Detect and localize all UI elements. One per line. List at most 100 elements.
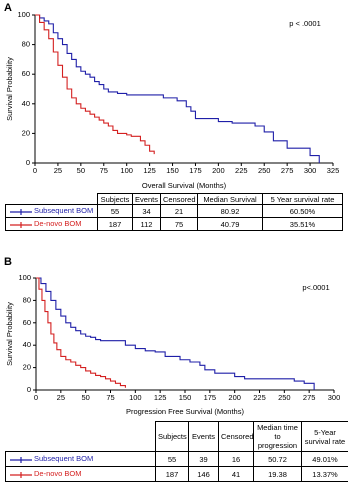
y-tick-label: 100 — [18, 273, 31, 282]
column-header: Events — [188, 421, 219, 452]
y-tick-label: 60 — [23, 318, 31, 327]
legend-cell: Subsequent BOM — [5, 451, 156, 467]
x-axis-label: Progression Free Survival (Months) — [126, 407, 244, 416]
legend-cell: Subsequent BOM — [5, 204, 98, 218]
x-tick-label: 325 — [327, 166, 340, 175]
table-cell: 16 — [218, 451, 254, 467]
y-tick-label: 0 — [27, 385, 31, 394]
x-tick-label: 100 — [120, 166, 133, 175]
table-cell: 112 — [132, 217, 161, 231]
y-tick-label: 20 — [22, 128, 30, 137]
x-tick-label: 0 — [33, 166, 37, 175]
x-tick-label: 225 — [235, 166, 248, 175]
x-tick-label: 100 — [129, 393, 142, 402]
stats-table: Subjects Events Censored Median time to pro… — [5, 421, 348, 482]
y-tick-label: 80 — [23, 295, 31, 304]
x-tick-label: 275 — [281, 166, 294, 175]
x-tick-label: 200 — [228, 393, 241, 402]
column-header: Events — [132, 193, 161, 205]
x-tick-label: 250 — [258, 166, 271, 175]
column-header: Median time to progression — [253, 421, 302, 452]
x-tick-label: 225 — [253, 393, 266, 402]
legend-label: De-novo BOM — [34, 469, 82, 479]
x-tick-label: 150 — [166, 166, 179, 175]
x-tick-label: 300 — [304, 166, 317, 175]
header-row: Subjects Events Censored Median time to pro… — [6, 421, 348, 452]
x-tick-label: 125 — [154, 393, 167, 402]
column-header: Subjects — [97, 193, 133, 205]
y-tick-label: 60 — [22, 69, 30, 78]
legend-swatch — [10, 471, 32, 478]
table-cell: 34 — [132, 204, 161, 218]
x-tick-label: 125 — [143, 166, 156, 175]
x-tick-label: 75 — [100, 166, 108, 175]
y-tick-label: 20 — [23, 363, 31, 372]
x-tick-label: 300 — [328, 393, 341, 402]
x-tick-label: 175 — [189, 166, 202, 175]
blank-cell — [6, 422, 156, 452]
p-value: p<.0001 — [302, 283, 329, 292]
table-cell: 21 — [160, 204, 198, 218]
p-value: p < .0001 — [289, 19, 321, 28]
panel-label: B — [4, 256, 12, 268]
column-header: 5-Year survival rate — [301, 421, 348, 452]
y-tick-label: 40 — [23, 340, 31, 349]
header-row: Subjects Events Censored Median Survival 5 Y… — [6, 193, 343, 205]
survival-curve — [36, 277, 126, 388]
column-header: Subjects — [155, 421, 189, 452]
table-row: Subsequent BOM 55 39 16 50.72 49.01% — [5, 451, 348, 467]
legend-label: Subsequent BOM — [34, 454, 94, 464]
table-cell: 39 — [188, 451, 219, 467]
table-cell: 187 — [155, 466, 189, 482]
table-row: De-novo BOM 187 112 75 40.79 35.51% — [5, 217, 343, 231]
y-tick-label: 40 — [22, 99, 30, 108]
y-tick-label: 100 — [17, 10, 30, 19]
table-row: De-novo BOM 187 146 41 19.38 13.37% — [5, 466, 348, 482]
table-cell: 60.50% — [262, 204, 343, 218]
panel-label: A — [4, 2, 12, 14]
table-cell: 146 — [188, 466, 219, 482]
x-tick-label: 75 — [106, 393, 114, 402]
table-cell: 55 — [97, 204, 133, 218]
table-cell: 50.72 — [253, 451, 302, 467]
survival-curve — [36, 277, 315, 390]
x-tick-label: 25 — [54, 166, 62, 175]
x-tick-label: 200 — [212, 166, 225, 175]
blank-cell — [6, 194, 98, 205]
column-header: Censored — [218, 421, 254, 452]
table-row: Subsequent BOM 55 34 21 80.92 60.50% — [5, 204, 343, 218]
column-header: Censored — [160, 193, 198, 205]
x-tick-label: 250 — [278, 393, 291, 402]
table-cell: 13.37% — [301, 466, 348, 482]
table-cell: 41 — [218, 466, 254, 482]
x-tick-label: 50 — [81, 393, 89, 402]
y-tick-label: 0 — [26, 158, 30, 167]
y-axis-label: Survival Probability — [5, 57, 14, 121]
legend-cell: De-novo BOM — [5, 217, 98, 231]
legend-label: Subsequent BOM — [34, 206, 94, 216]
y-tick-label: 80 — [22, 40, 30, 49]
y-axis-label: Survival Probability — [5, 302, 14, 366]
column-header: Median Survival — [197, 193, 263, 205]
legend-cell: De-novo BOM — [5, 466, 156, 482]
table-cell: 75 — [160, 217, 198, 231]
table-cell: 35.51% — [262, 217, 343, 231]
x-tick-label: 175 — [204, 393, 217, 402]
table-cell: 40.79 — [197, 217, 263, 231]
table-cell: 55 — [155, 451, 189, 467]
legend-label: De-novo BOM — [34, 219, 82, 229]
x-axis-label: Overall Survival (Months) — [142, 181, 227, 190]
survival-curve — [35, 14, 320, 163]
table-cell: 80.92 — [197, 204, 263, 218]
column-header: 5 Year survival rate — [262, 193, 343, 205]
x-tick-label: 0 — [34, 393, 38, 402]
x-tick-label: 25 — [57, 393, 65, 402]
legend-swatch — [10, 456, 32, 463]
legend-swatch — [10, 208, 32, 215]
legend-swatch — [10, 221, 32, 228]
survival-curve — [35, 14, 155, 155]
table-cell: 19.38 — [253, 466, 302, 482]
x-tick-label: 275 — [303, 393, 316, 402]
